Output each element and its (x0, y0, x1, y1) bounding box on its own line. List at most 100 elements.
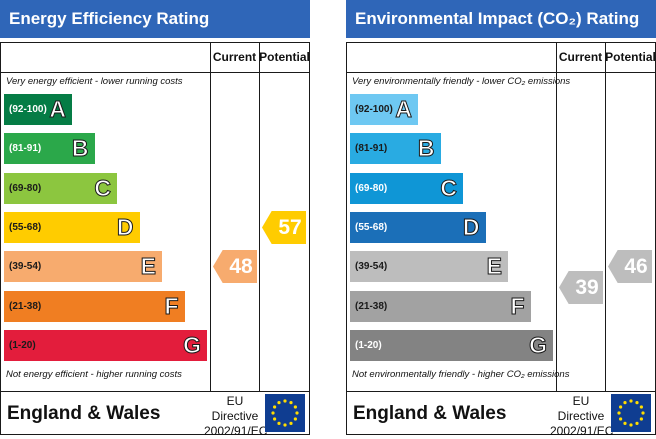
flag-star (619, 417, 623, 421)
eu-directive-label: EU Directive 2002/91/EC (204, 394, 268, 439)
band-letter: B (71, 135, 89, 162)
flag-star (639, 405, 643, 409)
energy-efficiency-panel: Energy Efficiency Rating Current Potenti… (0, 0, 310, 439)
band-letter: A (395, 96, 413, 123)
current-column-header: Current (558, 50, 603, 64)
current-rating-value: 39 (575, 276, 599, 300)
directive-line-1: EU Directive (557, 394, 605, 423)
flag-star (273, 405, 277, 409)
environmental-impact-panel: Environmental Impact (CO₂) Rating Curren… (346, 0, 656, 439)
column-divider (605, 42, 606, 391)
rating-band-f: (21-38) F (4, 290, 185, 322)
flag-star (635, 421, 639, 425)
rating-band-b: (81-91) B (350, 133, 441, 165)
column-divider (259, 42, 260, 391)
panel-title: Environmental Impact (CO₂) Rating (346, 0, 656, 38)
band-range-label: (69-80) (355, 182, 388, 194)
rating-band-a: (92-100) A (350, 94, 418, 125)
band-letter: B (417, 135, 435, 162)
flag-star (295, 411, 299, 415)
rating-band-d: (55-68) D (350, 211, 486, 243)
band-range-label: (69-80) (9, 182, 42, 194)
rating-band-d: (55-68) D (4, 211, 140, 243)
band-range-label: (21-38) (355, 300, 388, 312)
current-rating-marker: 48 (213, 250, 257, 284)
band-letter: A (49, 96, 67, 123)
band-letter: F (510, 292, 525, 319)
rating-band-g: (1-20) G (4, 329, 207, 361)
band-letter: C (94, 174, 112, 201)
flag-star (623, 401, 627, 405)
rating-band-b: (81-91) B (4, 133, 95, 165)
footer-divider (0, 391, 310, 392)
country-label: England & Wales (7, 403, 161, 424)
column-divider (210, 42, 211, 391)
potential-column-header: Potential (605, 50, 656, 64)
eu-flag-icon (611, 394, 651, 432)
header-divider (346, 72, 656, 73)
bottom-note: Not environmentally friendly - higher CO… (352, 369, 570, 380)
rating-band-f: (21-38) F (350, 290, 531, 322)
header-divider (0, 72, 310, 73)
footer-divider (346, 391, 656, 392)
band-range-label: (21-38) (9, 300, 42, 312)
flag-star (289, 421, 293, 425)
eu-directive-label: EU Directive 2002/91/EC (550, 394, 613, 439)
potential-rating-marker: 57 (262, 210, 306, 244)
band-letter: D (116, 213, 134, 240)
bottom-note: Not energy efficient - higher running co… (6, 369, 182, 380)
band-range-label: (81-91) (9, 143, 42, 155)
country-label: England & Wales (353, 403, 507, 424)
flag-star (283, 399, 287, 403)
band-range-label: (92-100) (9, 104, 47, 115)
flag-star (635, 401, 639, 405)
flag-star (641, 411, 645, 415)
flag-star (277, 421, 281, 425)
potential-rating-value: 57 (278, 215, 302, 239)
potential-column-header: Potential (259, 50, 310, 64)
band-letter: E (140, 253, 156, 280)
directive-line-2: 2002/91/EC (204, 424, 268, 438)
potential-rating-marker: 46 (608, 250, 652, 284)
top-note: Very environmentally friendly - lower CO… (352, 76, 571, 87)
flag-star (619, 405, 623, 409)
band-letter: G (183, 331, 202, 358)
rating-band-e: (39-54) E (350, 251, 508, 283)
band-range-label: (1-20) (9, 339, 36, 351)
potential-rating-value: 46 (624, 255, 648, 279)
flag-star (289, 401, 293, 405)
rating-frame (0, 42, 310, 435)
band-letter: E (486, 253, 502, 280)
rating-band-g: (1-20) G (350, 329, 553, 361)
column-divider (556, 42, 557, 391)
band-letter: G (529, 331, 548, 358)
rating-band-c: (69-80) C (4, 172, 117, 204)
band-range-label: (55-68) (9, 221, 42, 233)
flag-star (271, 411, 275, 415)
band-range-label: (1-20) (355, 339, 382, 351)
rating-band-e: (39-54) E (4, 251, 162, 283)
rating-band-a: (92-100) A (4, 94, 72, 125)
flag-star (293, 405, 297, 409)
directive-line-1: EU Directive (211, 394, 259, 423)
flag-star (639, 417, 643, 421)
flag-star (273, 417, 277, 421)
current-rating-value: 48 (229, 255, 253, 279)
band-range-label: (55-68) (355, 221, 388, 233)
band-range-label: (39-54) (355, 261, 388, 273)
flag-star (283, 423, 287, 427)
band-letter: D (462, 213, 480, 240)
flag-star (277, 401, 281, 405)
flag-star (629, 423, 633, 427)
flag-star (293, 417, 297, 421)
top-note: Very energy efficient - lower running co… (6, 76, 183, 87)
current-rating-marker: 39 (559, 271, 603, 305)
flag-star (623, 421, 627, 425)
flag-star (617, 411, 621, 415)
band-range-label: (81-91) (355, 143, 388, 155)
panel-title: Energy Efficiency Rating (0, 0, 310, 38)
band-letter: F (164, 292, 179, 319)
rating-band-c: (69-80) C (350, 172, 463, 204)
band-range-label: (39-54) (9, 261, 42, 273)
band-letter: C (440, 174, 458, 201)
